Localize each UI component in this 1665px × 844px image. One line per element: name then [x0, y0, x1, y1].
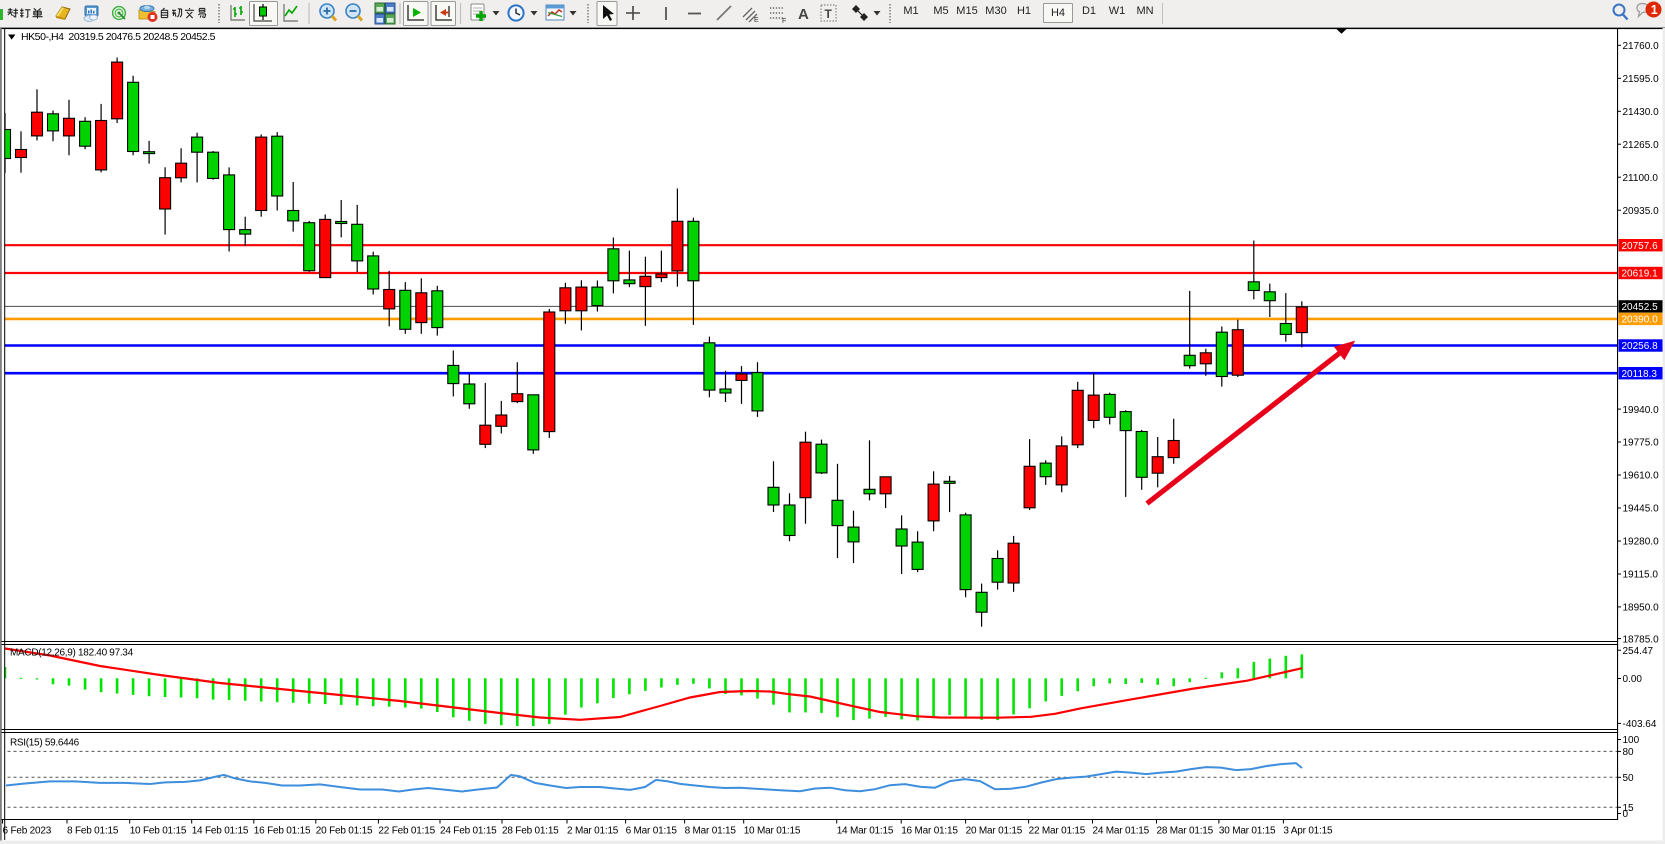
svg-text:20118.3: 20118.3 — [1622, 369, 1658, 380]
svg-text:8 Mar 01:15: 8 Mar 01:15 — [685, 826, 737, 837]
svg-text:RSI(15) 59.6446: RSI(15) 59.6446 — [10, 738, 80, 749]
svg-text:30 Mar 01:15: 30 Mar 01:15 — [1219, 826, 1276, 837]
svg-text:22 Feb 01:15: 22 Feb 01:15 — [378, 826, 435, 837]
svg-text:80: 80 — [1623, 747, 1635, 758]
svg-text:14 Mar 01:15: 14 Mar 01:15 — [837, 826, 894, 837]
svg-text:T: T — [825, 7, 833, 21]
svg-text:MACD(12,26,9) 182.40 97.34: MACD(12,26,9) 182.40 97.34 — [10, 648, 134, 659]
svg-text:10 Feb 01:15: 10 Feb 01:15 — [130, 826, 187, 837]
svg-text:28 Feb 01:15: 28 Feb 01:15 — [502, 826, 559, 837]
svg-text:20757.6: 20757.6 — [1622, 241, 1659, 252]
svg-text:-403.64: -403.64 — [1623, 719, 1657, 730]
svg-text:E: E — [754, 17, 759, 24]
svg-text:19115.0: 19115.0 — [1623, 570, 1659, 581]
svg-text:20390.0: 20390.0 — [1622, 315, 1659, 326]
svg-text:3 Apr 01:15: 3 Apr 01:15 — [1283, 826, 1333, 837]
svg-text:10 Mar 01:15: 10 Mar 01:15 — [744, 826, 801, 837]
svg-text:8 Feb 01:15: 8 Feb 01:15 — [67, 826, 119, 837]
svg-text:50: 50 — [1623, 773, 1635, 784]
svg-text:15: 15 — [1623, 803, 1635, 814]
svg-text:0.00: 0.00 — [1623, 674, 1643, 685]
svg-text:20256.8: 20256.8 — [1622, 341, 1659, 352]
svg-text:20619.1: 20619.1 — [1622, 269, 1659, 280]
svg-text:19940.0: 19940.0 — [1623, 405, 1660, 416]
svg-text:28 Mar 01:15: 28 Mar 01:15 — [1157, 826, 1214, 837]
svg-text:6 Mar 01:15: 6 Mar 01:15 — [626, 826, 678, 837]
svg-text:0: 0 — [1623, 809, 1629, 820]
svg-text:21100.0: 21100.0 — [1623, 173, 1659, 184]
svg-text:24 Mar 01:15: 24 Mar 01:15 — [1093, 826, 1150, 837]
svg-text:14 Feb 01:15: 14 Feb 01:15 — [192, 826, 249, 837]
svg-text:6 Feb 2023: 6 Feb 2023 — [3, 826, 52, 837]
svg-text:22 Mar 01:15: 22 Mar 01:15 — [1029, 826, 1086, 837]
svg-text:19775.0: 19775.0 — [1623, 438, 1660, 449]
svg-text:16 Feb 01:15: 16 Feb 01:15 — [254, 826, 311, 837]
svg-text:F: F — [782, 18, 786, 25]
svg-text:2 Mar 01:15: 2 Mar 01:15 — [567, 826, 619, 837]
svg-text:A: A — [798, 6, 809, 23]
svg-text:18950.0: 18950.0 — [1623, 603, 1660, 614]
svg-text:24 Feb 01:15: 24 Feb 01:15 — [440, 826, 497, 837]
svg-text:100: 100 — [1623, 735, 1640, 746]
svg-text:19610.0: 19610.0 — [1623, 471, 1660, 482]
svg-text:21760.0: 21760.0 — [1623, 41, 1660, 52]
svg-text:HK50-,H4 20319.5 20476.5 2024: HK50-,H4 20319.5 20476.5 20248.5 20452.5 — [21, 31, 216, 43]
svg-text:1: 1 — [1651, 3, 1658, 17]
svg-text:21430.0: 21430.0 — [1623, 107, 1660, 118]
svg-text:18785.0: 18785.0 — [1623, 634, 1660, 645]
svg-text:20 Feb 01:15: 20 Feb 01:15 — [316, 826, 373, 837]
svg-text:20 Mar 01:15: 20 Mar 01:15 — [966, 826, 1023, 837]
svg-text:254.47: 254.47 — [1623, 646, 1654, 657]
svg-text:20452.5: 20452.5 — [1622, 302, 1659, 313]
svg-text:20935.0: 20935.0 — [1623, 206, 1660, 217]
svg-text:21595.0: 21595.0 — [1623, 74, 1660, 85]
svg-text:19280.0: 19280.0 — [1623, 537, 1660, 548]
svg-text:19445.0: 19445.0 — [1623, 504, 1660, 515]
svg-text:21265.0: 21265.0 — [1623, 140, 1660, 151]
svg-text:16 Mar 01:15: 16 Mar 01:15 — [901, 826, 958, 837]
